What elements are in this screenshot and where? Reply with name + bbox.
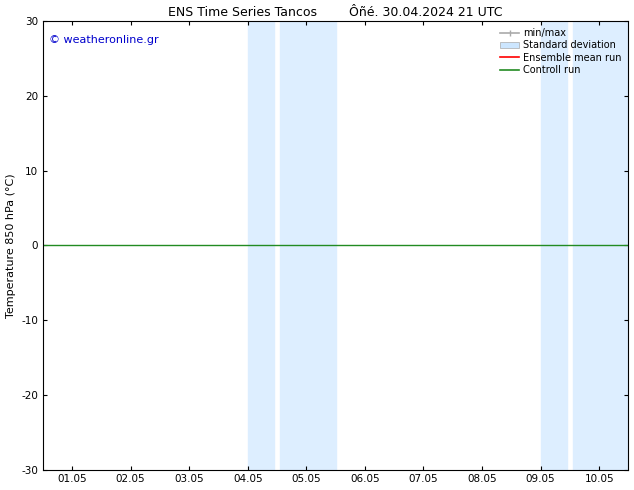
Title: ENS Time Series Tancos        Ôñé. 30.04.2024 21 UTC: ENS Time Series Tancos Ôñé. 30.04.2024 2… xyxy=(169,5,503,19)
Bar xyxy=(573,21,628,469)
Bar xyxy=(280,21,335,469)
Text: © weatheronline.gr: © weatheronline.gr xyxy=(49,35,158,45)
Bar xyxy=(541,21,567,469)
Legend: min/max, Standard deviation, Ensemble mean run, Controll run: min/max, Standard deviation, Ensemble me… xyxy=(498,26,624,77)
Y-axis label: Temperature 850 hPa (°C): Temperature 850 hPa (°C) xyxy=(6,173,16,318)
Bar xyxy=(248,21,274,469)
